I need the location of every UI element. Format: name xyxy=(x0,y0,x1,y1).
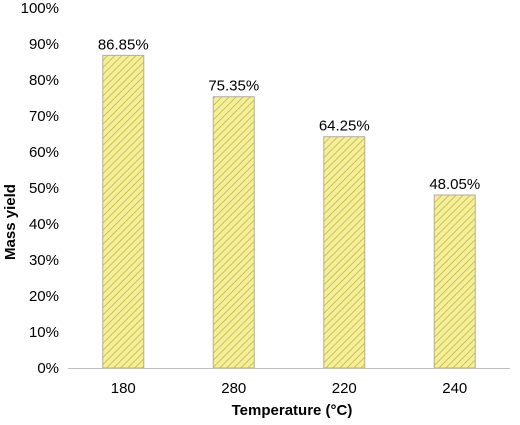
y-tick-label: 70% xyxy=(29,108,59,125)
y-tick-label: 40% xyxy=(29,216,59,233)
x-axis: 180 280 220 240 xyxy=(111,380,468,397)
y-axis: 0% 10% 20% 30% 40% 50% 60% 70% 80% 90% 100% xyxy=(21,0,59,377)
x-tick-label: 280 xyxy=(221,380,246,397)
x-tick-label: 240 xyxy=(442,380,467,397)
y-tick-label: 20% xyxy=(29,288,59,305)
x-tick-label: 220 xyxy=(332,380,357,397)
data-label: 64.25% xyxy=(319,118,370,135)
bar xyxy=(212,96,255,369)
y-tick-label: 100% xyxy=(21,0,59,17)
y-tick-label: 90% xyxy=(29,36,59,53)
bar xyxy=(102,54,145,369)
y-tick-label: 50% xyxy=(29,180,59,197)
data-label: 75.35% xyxy=(208,78,259,95)
y-tick-label: 0% xyxy=(37,360,59,377)
data-label: 86.85% xyxy=(98,36,149,53)
bar xyxy=(323,136,366,369)
y-tick-label: 10% xyxy=(29,324,59,341)
y-tick-label: 60% xyxy=(29,144,59,161)
x-axis-title: Temperature (°C) xyxy=(232,402,353,419)
y-axis-title: Mass yield xyxy=(2,184,19,260)
data-label: 48.05% xyxy=(429,176,480,193)
y-tick-label: 30% xyxy=(29,252,59,269)
y-tick-label: 80% xyxy=(29,72,59,89)
bar xyxy=(433,194,476,369)
bars: 86.85% 75.35% 64.25% 48.05% xyxy=(98,36,480,369)
x-tick-label: 180 xyxy=(111,380,136,397)
